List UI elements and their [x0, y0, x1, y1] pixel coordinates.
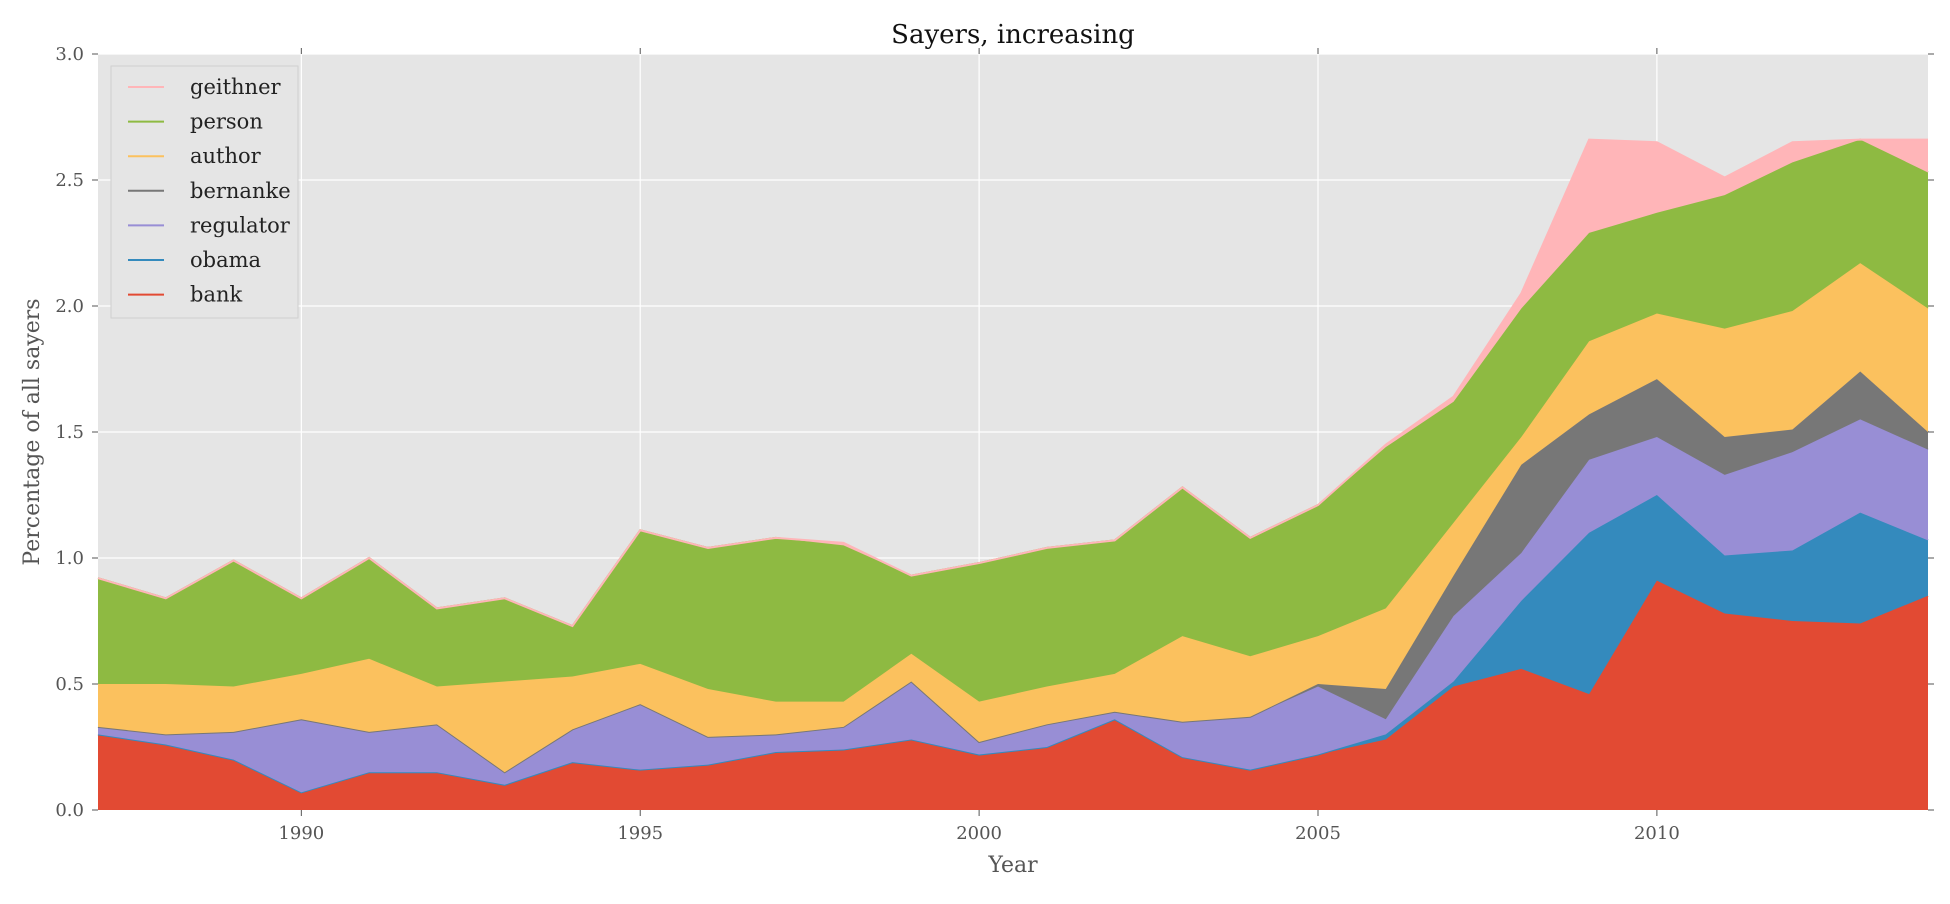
- area-edge-geithner: [97, 138, 1928, 628]
- y-tick-label-2.5: 2.5: [55, 170, 84, 191]
- legend: geithner person author bernanke regulator oba…: [110, 65, 299, 319]
- x-axis-label: Year: [987, 853, 1038, 878]
- legend-label-author: author: [190, 144, 262, 168]
- axis-ticks: 1990 1995 2000 2005 2010 0.0 0.5 1.0 1.5 2.0 2.5 3.…: [55, 44, 1934, 844]
- area-bank: [98, 580, 1928, 810]
- x-tick-label-2005: 2005: [1295, 823, 1341, 844]
- area-series: [97, 138, 1929, 810]
- x-tick-label-2000: 2000: [956, 823, 1002, 844]
- x-tick-label-2010: 2010: [1634, 823, 1680, 844]
- y-tick-label-0.5: 0.5: [55, 674, 84, 695]
- area-obama: [98, 495, 1928, 793]
- y-tick-label-2: 2.0: [55, 296, 84, 317]
- area-author: [98, 263, 1928, 773]
- legend-box: [110, 65, 299, 319]
- legend-label-bernanke: bernanke: [190, 179, 291, 203]
- y-tick-label-3: 3.0: [55, 44, 84, 65]
- legend-label-bank: bank: [190, 283, 242, 307]
- legend-label-obama: obama: [190, 248, 261, 272]
- y-tick-label-1: 1.0: [55, 548, 84, 569]
- legend-label-geithner: geithner: [190, 75, 282, 99]
- x-tick-label-1990: 1990: [278, 823, 324, 844]
- legend-label-person: person: [190, 110, 263, 134]
- y-tick-label-0: 0.0: [55, 800, 84, 821]
- area-regulator: [98, 419, 1928, 793]
- x-tick-label-1995: 1995: [617, 823, 663, 844]
- y-axis-label: Percentage of all sayers: [20, 298, 45, 565]
- y-tick-label-1.5: 1.5: [55, 422, 84, 443]
- legend-label-regulator: regulator: [190, 213, 291, 237]
- area-person: [98, 139, 1928, 702]
- chart-title: Sayers, increasing: [891, 20, 1135, 50]
